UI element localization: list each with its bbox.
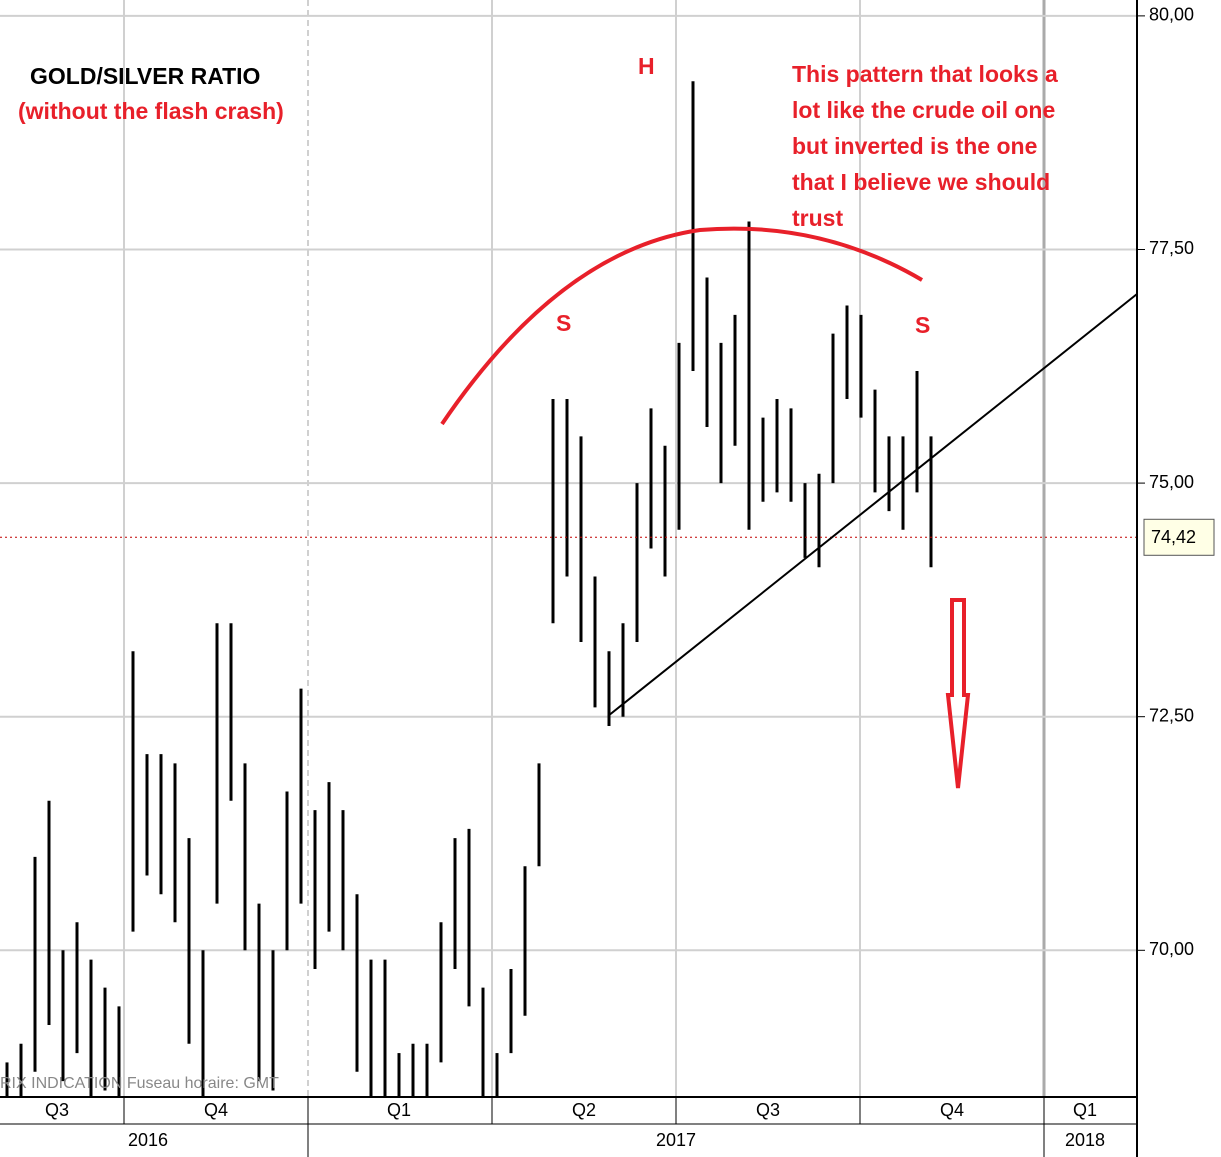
quarter-label: Q4 [940,1100,964,1120]
chart-title: GOLD/SILVER RATIO [30,63,260,89]
y-tick-label: 72,50 [1149,705,1194,725]
year-label: 2017 [656,1130,696,1150]
y-tick-label: 75,00 [1149,472,1194,492]
subtitle: (without the flash crash) [18,98,284,124]
shoulder-label: S [915,312,930,338]
last-price-label: 74,42 [1151,527,1196,547]
quarter-label: Q3 [45,1100,69,1120]
quarter-grid [123,0,1046,1097]
head-shoulders-arc [440,226,924,426]
last-price-box [1143,518,1215,556]
y-tick-label: 77,50 [1149,238,1194,258]
x-axis-separators [123,1097,1045,1157]
down-arrow [945,598,971,789]
note: This pattern that looks a lot like the cr… [792,61,1058,231]
quarter-label: Q2 [572,1100,596,1120]
note-line: but inverted is the one [792,133,1037,159]
head-label: H [638,53,655,79]
quarter-label: Q1 [1073,1100,1097,1120]
trend-line [607,293,1138,717]
note-line: that I believe we should [792,169,1050,195]
y-tick-label: 80,00 [1149,5,1194,25]
note-line: trust [792,205,843,231]
plot-area [0,14,1137,1097]
y-tick-label: 70,00 [1149,939,1194,959]
year-label: 2016 [128,1130,168,1150]
note-line: lot like the crude oil one [792,97,1055,123]
quarter-label: Q3 [756,1100,780,1120]
watermark: RIX INDICATION Fuseau horaire: GMT [0,1075,279,1092]
quarter-label: Q4 [204,1100,228,1120]
year-label: 2018 [1065,1130,1105,1150]
shoulder-label: S [556,310,571,336]
quarter-label: Q1 [387,1100,411,1120]
note-line: This pattern that looks a [792,61,1058,87]
